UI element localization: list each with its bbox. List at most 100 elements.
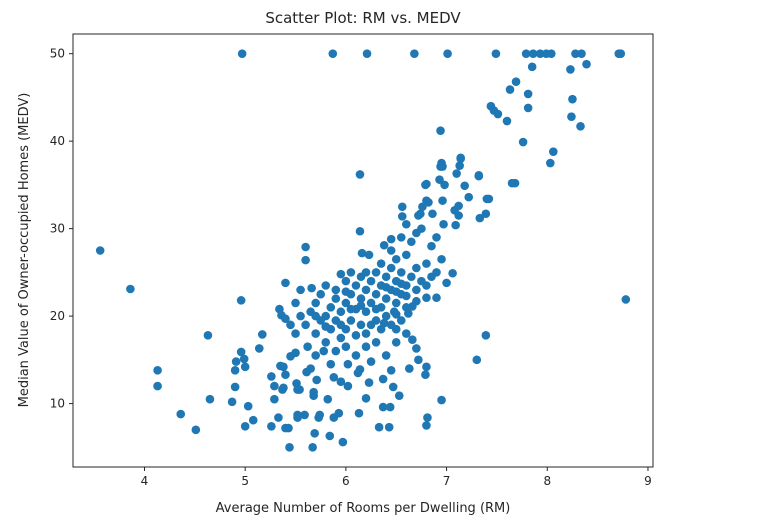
data-point [371, 268, 381, 277]
data-point [545, 158, 555, 168]
data-point [507, 178, 517, 188]
data-point [325, 431, 335, 441]
data-point [443, 49, 452, 58]
data-point [475, 213, 485, 223]
data-point [354, 408, 364, 418]
data-point [346, 316, 356, 325]
data-point [361, 342, 371, 352]
data-point [301, 320, 310, 330]
data-point [414, 355, 423, 365]
data-point [316, 289, 326, 299]
data-point [401, 219, 411, 229]
y-axis-ticks: 10 20 30 40 50 [50, 47, 73, 411]
data-point [240, 422, 250, 431]
data-point [423, 413, 432, 422]
y-tick-label: 50 [50, 47, 65, 61]
data-point [274, 413, 283, 422]
data-point [481, 209, 491, 219]
data-point [315, 410, 325, 420]
data-point [361, 394, 371, 403]
data-point [343, 381, 353, 391]
data-point [364, 378, 374, 387]
data-point [418, 202, 427, 212]
data-point [396, 316, 406, 325]
x-tick-label: 7 [443, 474, 451, 488]
data-point [153, 366, 162, 375]
data-point [442, 278, 451, 288]
data-point [336, 307, 346, 317]
data-point [518, 137, 528, 147]
data-point [396, 268, 406, 277]
data-point [248, 415, 258, 425]
data-point [378, 374, 388, 384]
data-point [566, 65, 575, 74]
data-point [270, 394, 279, 404]
data-point [481, 331, 491, 340]
data-point [231, 357, 241, 366]
data-point [384, 422, 394, 432]
data-point [311, 351, 320, 360]
y-tick-label: 30 [50, 222, 65, 236]
data-point [338, 437, 348, 447]
data-point [412, 296, 421, 306]
data-point [582, 59, 591, 69]
y-axis-label: Median Value of Owner-occupied Homes (ME… [17, 93, 32, 408]
data-point [331, 285, 341, 295]
data-point [379, 318, 389, 328]
data-point [286, 320, 295, 330]
data-point [394, 391, 404, 401]
data-point [376, 259, 386, 268]
x-tick-label: 8 [543, 474, 551, 488]
data-point [432, 293, 441, 303]
y-tick-label: 10 [50, 397, 65, 411]
data-point [371, 304, 381, 314]
data-point [391, 298, 401, 308]
data-point [438, 162, 447, 171]
data-point [386, 246, 396, 255]
data-point [321, 338, 331, 347]
data-point [306, 364, 315, 373]
data-point [296, 285, 305, 295]
data-point [296, 311, 305, 321]
data-point [407, 272, 416, 282]
data-point [240, 362, 250, 372]
data-point [341, 276, 351, 286]
data-point [424, 198, 433, 207]
data-point [361, 285, 371, 295]
data-point [351, 351, 361, 360]
data-point [378, 402, 388, 412]
data-point [448, 268, 457, 278]
data-point [293, 385, 302, 394]
data-point [523, 103, 533, 113]
data-point [319, 346, 329, 356]
data-point [401, 291, 411, 301]
data-point [521, 49, 531, 58]
data-point [396, 279, 406, 289]
data-point [491, 49, 501, 58]
data-point [381, 282, 391, 292]
data-point [379, 240, 389, 250]
y-tick-label: 40 [50, 134, 65, 148]
data-point [293, 410, 302, 420]
data-point [321, 281, 331, 290]
data-point [546, 49, 556, 58]
data-point [422, 293, 431, 303]
data-point [356, 320, 366, 330]
x-tick-label: 6 [342, 474, 350, 488]
data-point [374, 422, 384, 432]
data-point [523, 89, 533, 99]
data-point [326, 303, 336, 312]
data-point [239, 354, 249, 364]
data-point [230, 382, 240, 392]
data-point [236, 347, 246, 357]
data-point [336, 333, 346, 343]
data-point [311, 298, 320, 308]
data-point [291, 298, 300, 308]
data-point [414, 211, 423, 220]
data-point [254, 344, 264, 353]
x-axis-ticks: 4 5 6 7 8 9 [141, 467, 652, 488]
data-point [341, 342, 351, 352]
data-point [528, 49, 538, 58]
data-point [412, 263, 421, 273]
data-point [437, 395, 446, 405]
